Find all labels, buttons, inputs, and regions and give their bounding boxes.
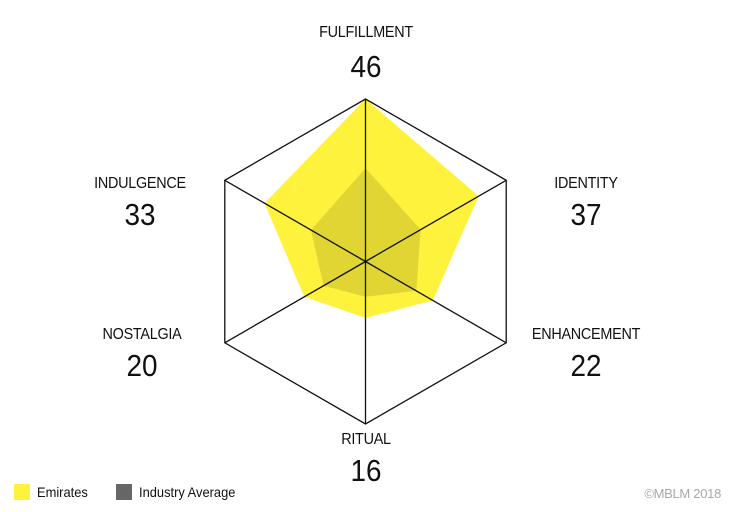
copyright-notice: ©MBLM 2018 bbox=[644, 486, 721, 501]
axis-value-fulfillment: 46 bbox=[350, 49, 382, 84]
axis-label-nostalgia: NOSTALGIA bbox=[102, 326, 182, 343]
radar-spoke bbox=[224, 179, 366, 263]
radar-spoke bbox=[365, 179, 507, 263]
axis-value-indulgence: 33 bbox=[124, 197, 156, 232]
axis-label-enhancement: ENHANCEMENT bbox=[531, 326, 641, 343]
radar-spoke bbox=[365, 260, 507, 344]
emirates-series-area bbox=[264, 99, 479, 318]
axis-value-ritual: 16 bbox=[350, 453, 382, 488]
legend-swatch-industry-average bbox=[116, 484, 133, 500]
legend-item-emirates: Emirates bbox=[14, 484, 92, 500]
legend-label-industry-average: Industry Average bbox=[139, 484, 236, 500]
legend-label-emirates: Emirates bbox=[37, 484, 88, 500]
axis-label-indulgence: INDULGENCE bbox=[94, 175, 186, 192]
axis-value-enhancement: 22 bbox=[570, 348, 602, 383]
axis-label-ritual: RITUAL bbox=[341, 431, 391, 448]
axis-value-identity: 37 bbox=[570, 197, 602, 232]
axis-label-fulfillment: FULFILLMENT bbox=[319, 24, 413, 41]
radar-grid bbox=[224, 98, 507, 425]
radar-spoke bbox=[224, 260, 366, 344]
axis-value-nostalgia: 20 bbox=[126, 348, 158, 383]
chart-legend: Emirates Industry Average bbox=[14, 484, 268, 500]
legend-item-industry-average: Industry Average bbox=[116, 484, 244, 500]
axis-label-identity: IDENTITY bbox=[554, 175, 618, 192]
legend-swatch-emirates bbox=[14, 484, 30, 500]
